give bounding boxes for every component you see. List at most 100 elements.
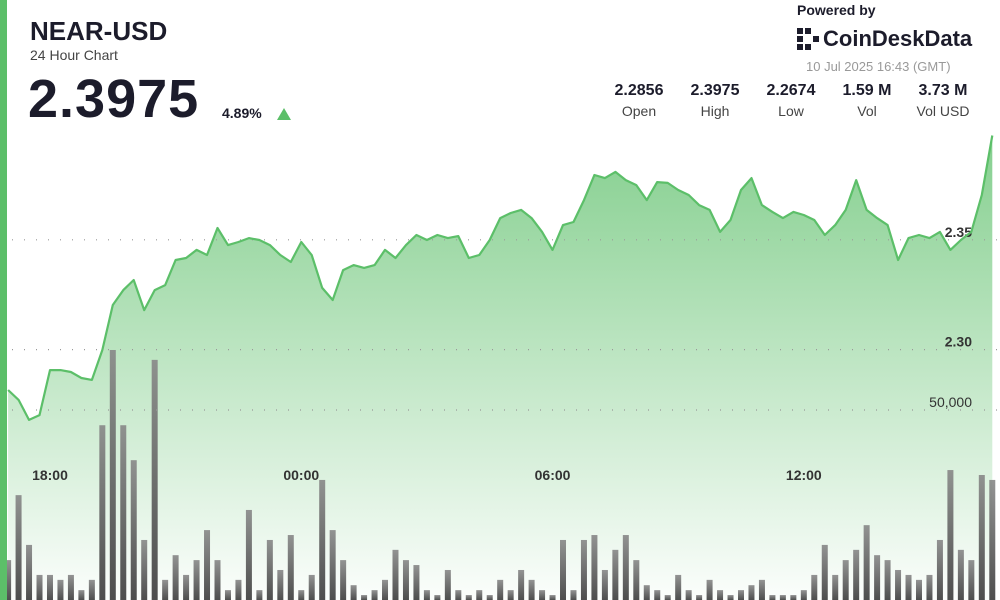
volume-bar (790, 595, 797, 600)
up-arrow (277, 108, 291, 120)
volume-bar (455, 590, 462, 600)
volume-bar (162, 579, 169, 600)
volume-bar (486, 595, 493, 600)
volume-bar (874, 555, 881, 600)
volume-bar (779, 595, 786, 600)
volume-bar (413, 565, 420, 600)
stats: 2.2856 Open 2.3975 High 2.2674 Low 1.59 M Vol 3.… (610, 82, 972, 119)
volume-bar (465, 595, 472, 600)
volume-bar (444, 569, 451, 600)
volume-bar (99, 425, 106, 600)
brand-logo: CoinDeskData (797, 26, 972, 52)
logo-icon (797, 28, 819, 50)
x-tick-label: 06:00 (535, 467, 571, 483)
volume-bar (643, 585, 650, 600)
volume-bar (361, 595, 368, 600)
brand: CoinDeskData (823, 26, 973, 51)
volume-bar (308, 574, 315, 600)
volume-bar (78, 590, 85, 600)
volume-bar (266, 539, 273, 600)
volume-bar (319, 479, 326, 600)
volume-bar (978, 474, 985, 600)
volume-bar (539, 590, 546, 600)
volume-bar (26, 544, 33, 600)
price: 2.3975 (28, 69, 200, 129)
volume-bar (549, 595, 556, 600)
volume-bar (863, 525, 870, 600)
volume-bar (591, 535, 598, 600)
volume-bar (518, 569, 525, 600)
volume-bar (905, 574, 912, 600)
stat: 2.3975 High (686, 82, 744, 119)
timestamp: 10 Jul 2025 16:43 (GMT) (806, 59, 951, 74)
x-tick-label: 12:00 (786, 467, 822, 483)
volume-bar (120, 425, 127, 600)
volume-bar (832, 574, 839, 600)
volume-bar (329, 530, 336, 600)
y-tick-label: 50,000 (929, 394, 972, 410)
volume-bar (811, 574, 818, 600)
price-line (7, 135, 994, 421)
volume-bar (696, 595, 703, 600)
volume-bar (392, 549, 399, 600)
volume-bar (926, 574, 933, 600)
accent-bar (0, 0, 7, 600)
volume-bar (675, 574, 682, 600)
volume-bar (382, 579, 389, 600)
volume-bar (15, 495, 22, 600)
stat: 3.73 M Vol USD (914, 82, 972, 119)
stat-label: Open (621, 103, 657, 119)
stat-label: Vol (857, 103, 877, 119)
y-tick-label: 2.35 (945, 224, 972, 240)
change: 4.89% (222, 105, 262, 121)
volume-bar (570, 590, 577, 600)
volume-bar (738, 590, 744, 600)
volume-bar (706, 579, 713, 600)
volume-bar (402, 560, 409, 600)
volume-bar (350, 585, 357, 600)
volume-bar (434, 595, 441, 600)
stat-value: 1.59 M (842, 82, 892, 99)
volume-bar (298, 590, 305, 600)
volume-bar (151, 359, 158, 600)
volume-bar (46, 574, 53, 600)
volume-bar (277, 569, 284, 600)
volume-bar (497, 579, 504, 600)
volume-bar (204, 530, 211, 600)
volume-bar (989, 479, 996, 600)
volume-bar (968, 560, 975, 600)
symbol: NEAR-USD (30, 16, 168, 46)
volume-bar (423, 590, 430, 600)
volume-bar (130, 460, 137, 600)
volume-bar (57, 579, 64, 600)
volume-bar (957, 549, 964, 600)
volume-bar (821, 544, 828, 600)
volume-bar (664, 595, 671, 600)
x-tick-label: 00:00 (283, 467, 319, 483)
stat-label: Low (778, 103, 804, 119)
volume-bar (67, 574, 74, 600)
volume-bar (287, 535, 294, 600)
volume-bar (580, 539, 587, 600)
volume-bar (853, 549, 860, 600)
stat-value: 2.2674 (766, 82, 816, 99)
volume-bar (193, 560, 200, 600)
volume-bar (915, 579, 922, 600)
volume-bar (528, 579, 535, 600)
stat: 2.2856 Open (610, 82, 668, 119)
volume-bar (256, 590, 263, 600)
stat-value: 2.2856 (614, 82, 664, 99)
volume-bar (654, 590, 661, 600)
stat: 1.59 M Vol (838, 82, 896, 119)
volume-bar (235, 579, 242, 600)
volume-bar (36, 574, 43, 600)
volume-bar (633, 560, 640, 600)
stat: 2.2674 Low (762, 82, 820, 119)
volume-bar (936, 539, 943, 600)
stat-label: Vol USD (916, 103, 970, 119)
volume-bar (109, 349, 116, 600)
volume-bar (183, 574, 190, 600)
volume-bar (214, 560, 221, 600)
volume-bar (601, 569, 608, 600)
y-tick-label: 2.30 (945, 334, 972, 350)
